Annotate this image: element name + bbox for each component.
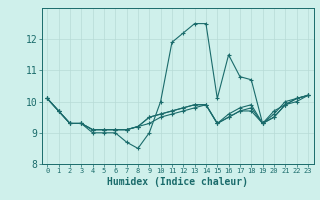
X-axis label: Humidex (Indice chaleur): Humidex (Indice chaleur)	[107, 177, 248, 187]
